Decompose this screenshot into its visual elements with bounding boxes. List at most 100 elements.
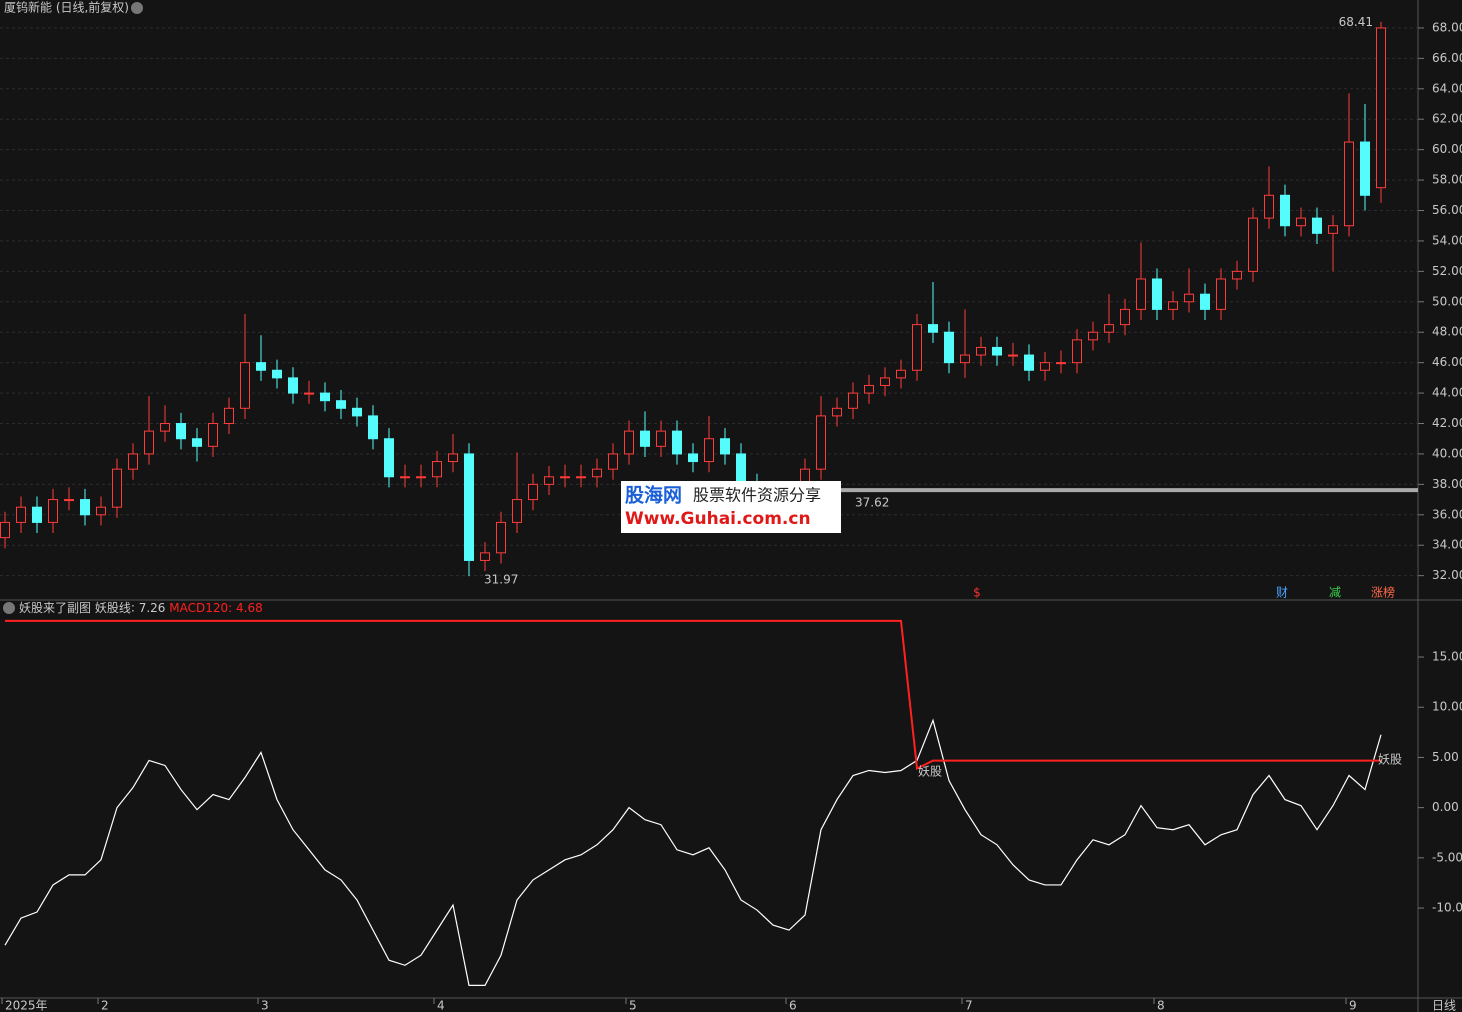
candle-body	[416, 476, 426, 479]
candle-body	[208, 423, 218, 447]
candle-body	[512, 499, 522, 523]
candle-body	[832, 407, 842, 417]
y-tick-label: 44.00	[1432, 386, 1462, 400]
signal-marker: 财	[1276, 586, 1288, 600]
candle-body	[1328, 225, 1338, 234]
y-tick-label: 38.00	[1432, 477, 1462, 491]
candle-body	[432, 461, 442, 478]
y-tick-label: -10.00	[1432, 901, 1462, 915]
x-tick-label: 8	[1157, 999, 1165, 1012]
candle-body	[336, 400, 346, 409]
watermark-brand: 股海网	[625, 484, 682, 507]
candle-body	[1216, 278, 1226, 310]
y-tick-label: 62.00	[1432, 112, 1462, 126]
candle-body	[496, 521, 506, 554]
candle-body	[352, 407, 362, 417]
candle-body	[1248, 217, 1258, 272]
x-tick-label: 2	[101, 999, 109, 1012]
y-tick-label: 10.00	[1432, 700, 1462, 714]
y-tick-label: 15.00	[1432, 650, 1462, 664]
y-tick-label: 46.00	[1432, 355, 1462, 369]
menu-icon[interactable]	[3, 602, 15, 614]
candle-body	[160, 423, 170, 432]
candle-body	[976, 346, 986, 356]
annotation: 妖股	[1378, 753, 1402, 767]
candle-body	[448, 453, 458, 463]
candle-body	[1200, 293, 1210, 310]
candle-body	[400, 476, 410, 479]
candle-body	[944, 331, 954, 364]
candle-body	[1024, 354, 1034, 371]
signal-marker: $	[973, 586, 981, 600]
period-label: 日线	[1432, 999, 1456, 1012]
candle-body	[576, 476, 586, 479]
candle-body	[896, 369, 906, 379]
candle-body	[112, 468, 122, 508]
low-label: 31.97	[484, 573, 518, 587]
candle-body	[736, 453, 746, 485]
candle-body	[1008, 354, 1018, 357]
y-tick-label: 42.00	[1432, 416, 1462, 430]
y-tick-label: 5.00	[1432, 750, 1459, 764]
candle-body	[928, 324, 938, 333]
candle-body	[1184, 293, 1194, 303]
watermark-box	[621, 481, 841, 533]
y-tick-label: 56.00	[1432, 203, 1462, 217]
candle-body	[1088, 331, 1098, 341]
candle-body	[320, 392, 330, 402]
watermark-slogan: 股票软件资源分享	[693, 486, 821, 505]
candle-body	[48, 499, 58, 523]
candle-body	[368, 415, 378, 440]
candle-body	[656, 430, 666, 447]
candle-body	[80, 499, 90, 516]
legend-name: MACD120	[169, 601, 228, 615]
candle-body	[192, 438, 202, 447]
y-tick-label: 60.00	[1432, 142, 1462, 156]
candle-body	[1136, 278, 1146, 310]
candle-body	[1280, 194, 1290, 227]
candle-body	[304, 392, 314, 395]
candle-body	[272, 369, 282, 379]
series-line	[4, 718, 1382, 986]
legend-value: 7.26	[139, 601, 166, 615]
y-tick-label: 66.00	[1432, 51, 1462, 65]
candle-body	[544, 476, 554, 485]
candle-body	[0, 521, 10, 539]
candle-body	[1072, 339, 1082, 364]
candle-body	[560, 476, 570, 479]
signal-marker: 涨榜	[1371, 585, 1395, 600]
candle-body	[144, 430, 154, 455]
candle-body	[704, 438, 714, 463]
candle-body	[688, 453, 698, 463]
x-tick-label: 9	[1349, 999, 1357, 1012]
x-tick-label: 7	[965, 999, 973, 1012]
x-tick-label: 3	[261, 999, 269, 1012]
y-tick-label: 0.00	[1432, 800, 1459, 814]
reference-label: 37.62	[855, 496, 889, 510]
panel-name: 妖股来了副图	[19, 601, 91, 615]
x-tick-label: 2025年	[5, 999, 48, 1012]
candle-body	[960, 354, 970, 364]
y-tick-label: 32.00	[1432, 568, 1462, 582]
menu-icon[interactable]	[131, 2, 143, 14]
panel-title: 妖股来了副图 妖股线: 7.26 MACD120: 4.68	[19, 601, 263, 615]
y-tick-label: 64.00	[1432, 81, 1462, 95]
y-tick-label: 52.00	[1432, 264, 1462, 278]
candle-body	[592, 468, 602, 478]
candle-body	[880, 377, 890, 386]
candle-body	[720, 438, 730, 455]
watermark: 股海网 股票软件资源分享 Www.Guhai.com.cn	[621, 481, 841, 533]
candle-body	[32, 506, 42, 523]
candle-body	[480, 552, 490, 561]
candle-body	[128, 453, 138, 470]
watermark-url: Www.Guhai.com.cn	[625, 509, 811, 529]
candle-body	[384, 438, 394, 478]
legend-value: 4.68	[236, 601, 263, 615]
candle-body	[1120, 308, 1130, 326]
candle-body	[1040, 362, 1050, 371]
y-tick-label: 50.00	[1432, 294, 1462, 308]
candle-body	[992, 346, 1002, 356]
high-label: 68.41	[1339, 15, 1373, 29]
annotation: 妖股	[918, 765, 942, 779]
legend-name: 妖股线	[95, 601, 131, 615]
